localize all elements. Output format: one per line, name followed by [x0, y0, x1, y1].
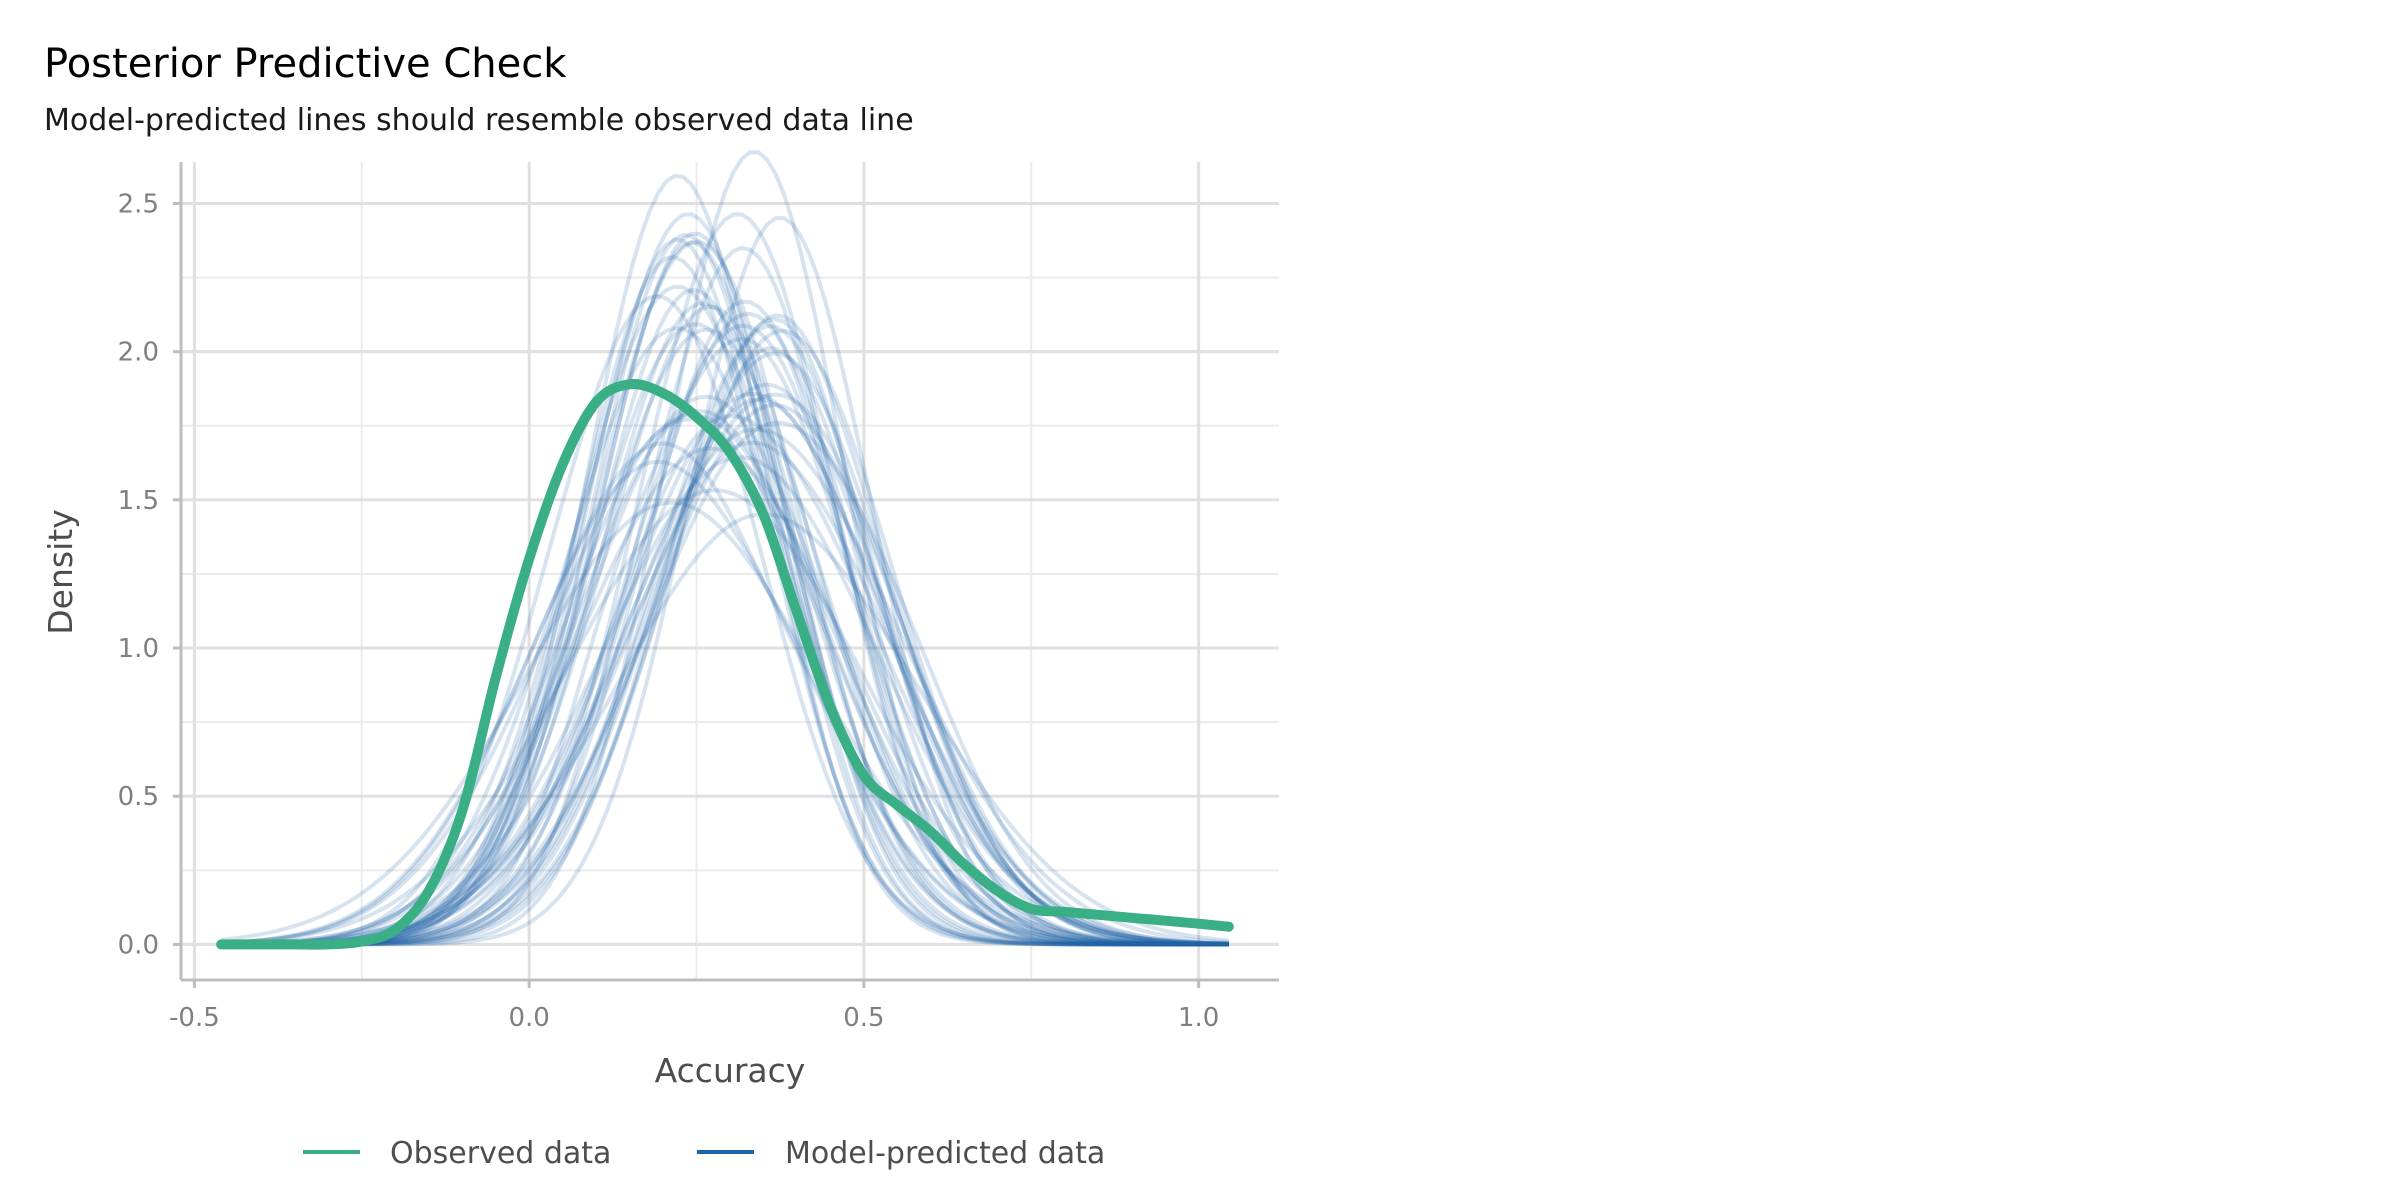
predicted-lines — [220, 150, 1229, 947]
predicted-density-line — [221, 459, 1229, 947]
predicted-density-line — [221, 441, 1229, 947]
predicted-density-line — [221, 351, 1229, 947]
predicted-density-line — [221, 240, 1229, 947]
predicted-density-line — [221, 317, 1229, 947]
y-tick-label: 0.5 — [118, 782, 159, 812]
legend: Observed data Model-predicted data — [303, 1136, 1105, 1171]
predicted-density-line — [221, 346, 1229, 947]
predicted-density-line — [221, 394, 1229, 947]
predicted-density-line — [221, 417, 1229, 947]
predicted-density-line — [221, 391, 1229, 947]
y-tick-label: 1.5 — [118, 486, 159, 516]
predicted-density-line — [221, 328, 1229, 947]
predicted-density-line — [221, 392, 1229, 947]
x-axis-title: Accuracy — [655, 1051, 806, 1090]
predicted-density-line — [221, 150, 1229, 947]
predicted-density-line — [221, 488, 1229, 946]
predicted-density-line — [221, 245, 1229, 947]
y-tick-label: 2.5 — [118, 189, 159, 219]
x-tick-label: -0.5 — [169, 1003, 220, 1033]
predicted-density-line — [221, 336, 1229, 947]
predicted-density-line — [221, 397, 1229, 947]
predicted-density-line — [221, 212, 1229, 947]
predicted-density-line — [221, 402, 1229, 947]
predicted-density-line — [221, 255, 1229, 947]
tick-labels: -0.5 0.0 0.5 1.0 0.0 0.5 1.0 1.5 2.0 2.5 — [118, 189, 1220, 1033]
predicted-density-line — [221, 382, 1229, 947]
x-tick-label: 0.0 — [508, 1003, 549, 1033]
predicted-density-line — [220, 500, 1229, 947]
observed-density-line — [216, 379, 1234, 950]
chart-title: Posterior Predictive Check — [44, 41, 567, 87]
y-tick-label: 0.0 — [118, 930, 159, 960]
predicted-density-line — [221, 326, 1229, 947]
y-tick-label: 1.0 — [118, 634, 159, 664]
predicted-density-line — [221, 311, 1229, 947]
predicted-density-line — [221, 413, 1229, 947]
predicted-density-line — [221, 412, 1229, 947]
observed-line-group — [216, 379, 1234, 950]
predicted-density-line — [221, 323, 1229, 947]
legend-label-predicted: Model-predicted data — [785, 1136, 1105, 1171]
predicted-density-line — [221, 313, 1229, 947]
predicted-density-line — [221, 408, 1229, 947]
predicted-density-line — [221, 237, 1229, 947]
predicted-density-line — [221, 293, 1229, 947]
y-tick-label: 2.0 — [118, 338, 159, 368]
axes — [173, 162, 1279, 988]
predicted-density-line — [221, 324, 1229, 947]
x-tick-label: 0.5 — [843, 1003, 884, 1033]
x-tick-label: 1.0 — [1178, 1003, 1219, 1033]
chart-subtitle: Model-predicted lines should resemble ob… — [44, 103, 914, 138]
predicted-density-line — [221, 216, 1229, 947]
y-axis-title: Density — [41, 509, 80, 634]
grid — [181, 162, 1279, 980]
legend-label-observed: Observed data — [390, 1136, 611, 1171]
predicted-density-line — [221, 299, 1229, 947]
predicted-density-line — [221, 512, 1229, 946]
